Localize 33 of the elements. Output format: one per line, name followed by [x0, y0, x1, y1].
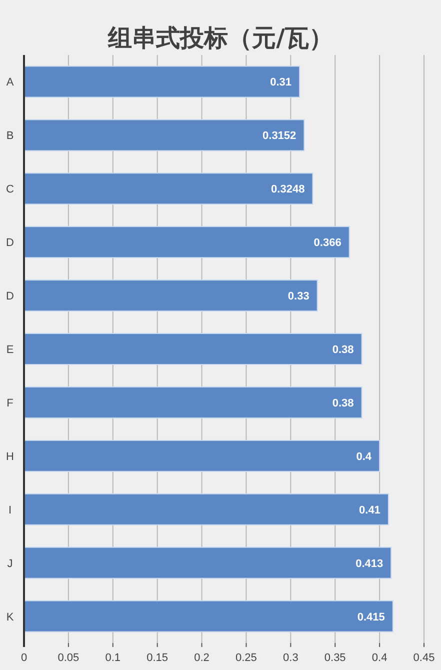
- x-tick-label: 0: [20, 652, 28, 664]
- x-tick-label: 0.45: [413, 652, 435, 664]
- data-label: 0.38: [332, 344, 354, 356]
- y-tick-label: C: [6, 184, 14, 196]
- y-tick-label: B: [6, 130, 14, 142]
- x-tick-label: 0.1: [105, 652, 121, 664]
- y-tick-label: A: [6, 76, 14, 89]
- y-tick-label: D: [6, 237, 14, 250]
- data-label: 0.3248: [271, 184, 305, 196]
- x-tick-label: 0.25: [236, 652, 257, 664]
- x-tick-label: 0.2: [194, 652, 210, 664]
- x-tick-label: 0.35: [324, 652, 346, 664]
- data-label: 0.41: [359, 504, 380, 516]
- x-tick-label: 0.05: [58, 652, 80, 664]
- y-tick-label: E: [6, 344, 14, 356]
- x-tick-label: 0.4: [372, 652, 388, 664]
- x-tick-label: 0.15: [146, 652, 168, 664]
- title: 组串式投标（元/瓦）: [108, 23, 333, 52]
- data-label: 0.415: [357, 611, 385, 624]
- y-tick-label: J: [7, 558, 13, 570]
- y-tick-label: K: [6, 611, 14, 624]
- data-label: 0.366: [314, 237, 342, 250]
- y-tick-label: D: [6, 290, 14, 303]
- data-label: 0.3152: [262, 130, 296, 142]
- y-tick-label: I: [8, 504, 12, 516]
- data-label: 0.31: [270, 76, 292, 89]
- data-label: 0.33: [288, 290, 310, 303]
- data-label: 0.413: [356, 558, 384, 570]
- x-tick-label: 0.3: [283, 652, 298, 664]
- y-tick-label: H: [6, 450, 14, 463]
- data-label: 0.38: [332, 397, 354, 410]
- y-tick-label: F: [6, 397, 14, 410]
- data-label: 0.4: [356, 450, 372, 463]
